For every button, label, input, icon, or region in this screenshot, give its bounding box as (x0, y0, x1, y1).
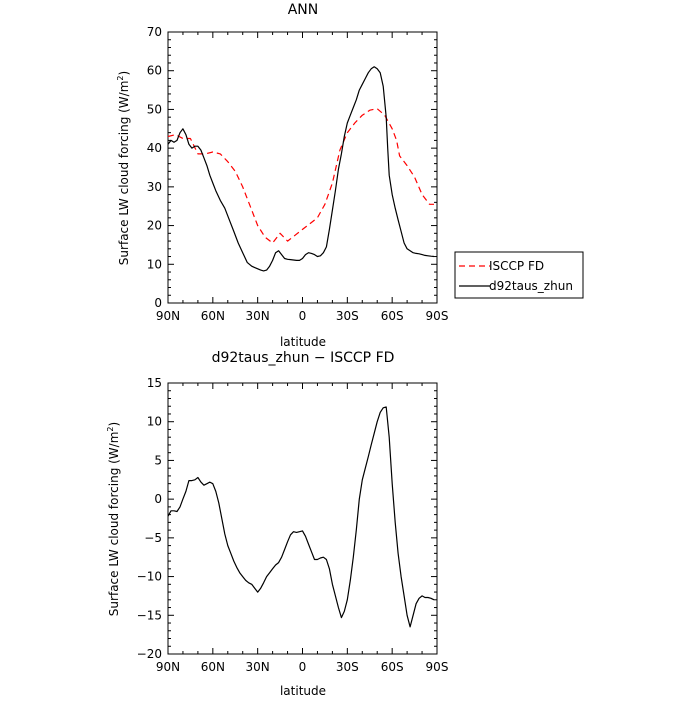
bottom-y-tick-label: −20 (137, 647, 162, 661)
bottom-chart-title: d92taus_zhun − ISCCP FD (212, 350, 395, 366)
top-series-lines (167, 66, 435, 272)
top-y-tick-label: 70 (147, 25, 162, 39)
bottom-y-tick-label: −15 (137, 608, 162, 622)
bottom-x-tick-label: 60N (201, 660, 225, 674)
top-series-line-1 (167, 108, 434, 244)
bottom-x-tick-label: 90S (426, 660, 449, 674)
bottom-x-tick-label: 30S (336, 660, 359, 674)
top-y-tick-label: 50 (147, 102, 162, 116)
top-y-tick-label: 40 (147, 141, 162, 155)
bottom-x-tick-label: 0 (299, 660, 307, 674)
bottom-y-tick-label: 5 (154, 453, 162, 467)
top-y-ticks: 0 10 20 30 40 50 60 70 (147, 25, 437, 310)
bottom-chart: d92taus_zhun − ISCCP FD −20 −15 −10 −5 0 5 10 1… (106, 350, 448, 698)
bottom-x-tick-label: 60S (381, 660, 404, 674)
bottom-x-tick-label: 30N (246, 660, 270, 674)
top-y-axis-label-main: Surface LW cloud forcing (W/m (117, 81, 131, 266)
top-plot-frame (167, 31, 438, 304)
top-x-tick-label: 60N (201, 309, 225, 323)
top-x-tick-label: 30N (246, 309, 270, 323)
bottom-y-tick-label: 0 (154, 492, 162, 506)
legend: ISCCP FD d92taus_zhun (454, 251, 584, 299)
bottom-y-tick-label: 10 (147, 415, 162, 429)
top-y-tick-label: 60 (147, 64, 162, 78)
bottom-series-line-1 (167, 406, 435, 628)
top-chart-title: ANN (288, 2, 319, 18)
bottom-y-axis-label-main: Surface LW cloud forcing (W/m (107, 432, 121, 617)
bottom-x-axis-label: latitude (280, 684, 326, 698)
bottom-y-ticks: −20 −15 −10 −5 0 5 10 15 (137, 376, 437, 661)
top-x-tick-label: 30S (336, 309, 359, 323)
top-series-line-2 (167, 66, 435, 272)
top-y-axis-label-tail: ) (117, 71, 131, 76)
bottom-series-lines (167, 406, 435, 628)
top-x-tick-label: 0 (299, 309, 307, 323)
bottom-x-ticks: 90N 60N 30N 0 30S 60S 90S (156, 383, 449, 674)
top-y-tick-label: 10 (147, 257, 162, 271)
top-x-tick-label: 60S (381, 309, 404, 323)
top-x-tick-label: 90N (156, 309, 180, 323)
bottom-y-axis-label-sup: 2 (106, 427, 115, 432)
top-y-tick-label: 20 (147, 219, 162, 233)
top-x-ticks: 90N 60N 30N 0 30S 60S 90S (156, 32, 449, 323)
top-y-axis-label: Surface LW cloud forcing (W/m2) (116, 71, 131, 265)
top-x-tick-label: 90S (426, 309, 449, 323)
legend-box (454, 251, 584, 299)
top-y-tick-label: 0 (154, 296, 162, 310)
bottom-plot-frame (167, 382, 438, 655)
top-y-axis-label-sup: 2 (116, 76, 125, 81)
top-x-axis-label: latitude (280, 335, 326, 349)
legend-label-d92taus: d92taus_zhun (489, 279, 573, 293)
bottom-y-axis-label: Surface LW cloud forcing (W/m2) (106, 422, 121, 616)
legend-label-isccp: ISCCP FD (489, 259, 544, 273)
bottom-y-tick-label: −5 (144, 531, 162, 545)
bottom-y-tick-label: 15 (147, 376, 162, 390)
top-y-tick-label: 30 (147, 180, 162, 194)
bottom-y-axis-label-tail: ) (107, 422, 121, 427)
bottom-y-tick-label: −10 (137, 570, 162, 584)
bottom-x-tick-label: 90N (156, 660, 180, 674)
